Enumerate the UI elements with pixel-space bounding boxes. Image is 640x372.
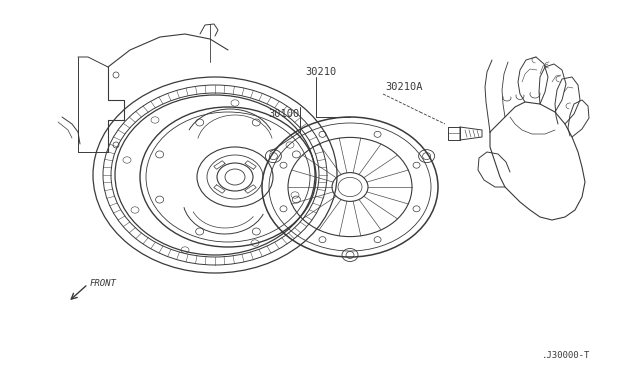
Text: 30210: 30210: [305, 67, 336, 77]
Text: FRONT: FRONT: [90, 279, 117, 289]
Text: .J30000-T: .J30000-T: [541, 351, 590, 360]
Text: 30100: 30100: [268, 109, 300, 119]
Text: 30210A: 30210A: [385, 82, 422, 92]
